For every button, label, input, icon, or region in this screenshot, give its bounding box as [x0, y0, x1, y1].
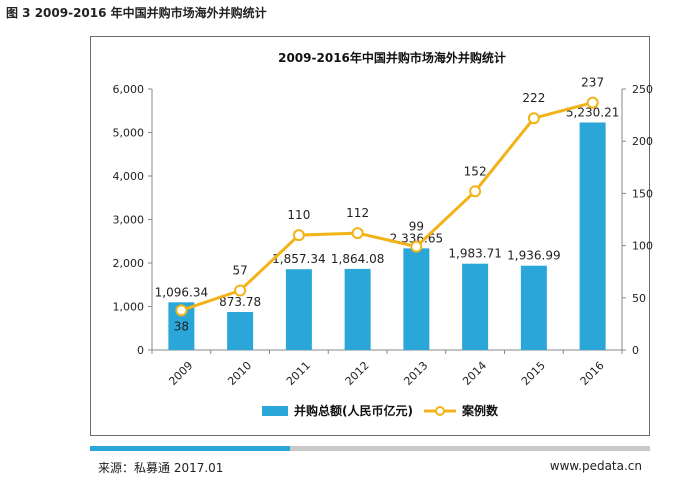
x-tick-label: 2013	[401, 359, 430, 388]
bar-data-label: 873.78	[219, 295, 261, 309]
line-point	[410, 240, 423, 253]
y-tick-right-label: 250	[632, 83, 653, 96]
legend-bar-label: 并购总额(人民币亿元)	[294, 403, 413, 418]
y-tick-left-label: 1,000	[113, 301, 145, 314]
bar	[227, 311, 254, 350]
bar-data-label: 1,936.99	[507, 249, 560, 263]
legend: 并购总额(人民币亿元) 案例数	[262, 403, 499, 418]
bar-data-label: 1,096.34	[155, 285, 208, 299]
bar	[403, 248, 430, 350]
y-tick-right-label: 200	[632, 135, 653, 148]
x-tick-label: 2010	[225, 359, 254, 388]
legend-bar-swatch	[262, 406, 288, 416]
line-data-label: 110	[287, 208, 310, 222]
y-tick-right-label: 0	[632, 344, 639, 357]
line-data-label: 222	[522, 91, 545, 105]
y-tick-right-label: 150	[632, 187, 653, 200]
x-tick-label: 2011	[284, 359, 313, 388]
y-tick-left-label: 4,000	[113, 170, 145, 183]
x-tick-label: 2009	[166, 359, 195, 388]
line-point	[351, 227, 364, 240]
line-data-label: 112	[346, 206, 369, 220]
footer-divider-accent	[90, 446, 290, 451]
chart-title: 2009-2016年中国并购市场海外并购统计	[278, 50, 506, 65]
line-series: 38 57 110 112 99 152 222 237	[174, 76, 604, 334]
bar	[285, 269, 312, 350]
x-tick-label: 2014	[460, 359, 489, 388]
y-tick-left-label: 5,000	[113, 127, 145, 140]
bar	[579, 122, 606, 350]
line-data-label: 38	[174, 319, 189, 333]
footer-url: www.pedata.cn	[549, 459, 642, 473]
bar-data-label: 1,864.08	[331, 252, 384, 266]
line-data-label: 237	[581, 76, 604, 90]
y-tick-left-label: 3,000	[113, 214, 145, 227]
bar-data-label: 1,857.34	[272, 252, 325, 266]
x-tick-label: 2012	[343, 359, 372, 388]
bar	[462, 263, 489, 350]
legend-line-label: 案例数	[461, 403, 499, 418]
footer-divider	[90, 446, 650, 451]
line-point	[234, 284, 247, 297]
bar-data-label: 1,983.71	[448, 247, 501, 261]
figure-caption: 图 3 2009-2016 年中国并购市场海外并购统计	[6, 6, 267, 20]
legend-line-marker	[435, 406, 445, 416]
x-tick-label: 2015	[519, 359, 548, 388]
line-point	[469, 185, 482, 198]
line-data-label: 57	[232, 263, 247, 277]
line-data-label: 152	[464, 164, 487, 178]
bar	[520, 265, 547, 350]
y-tick-left-label: 2,000	[113, 257, 145, 270]
line-point	[175, 304, 188, 317]
bar	[344, 268, 371, 350]
line-data-label: 99	[409, 220, 424, 234]
line-point	[586, 96, 599, 109]
line-point	[527, 112, 540, 125]
y-tick-right-label: 50	[632, 292, 646, 305]
y-tick-left-label: 6,000	[113, 83, 145, 96]
x-tick-label: 2016	[578, 359, 607, 388]
footer-source: 来源：私募通 2017.01	[98, 461, 224, 475]
y-tick-right-label: 100	[632, 240, 653, 253]
line-point	[292, 229, 305, 242]
bar-data-label: 5,230.21	[566, 105, 619, 119]
line-path	[180, 101, 594, 312]
y-tick-left-label: 0	[137, 344, 144, 357]
